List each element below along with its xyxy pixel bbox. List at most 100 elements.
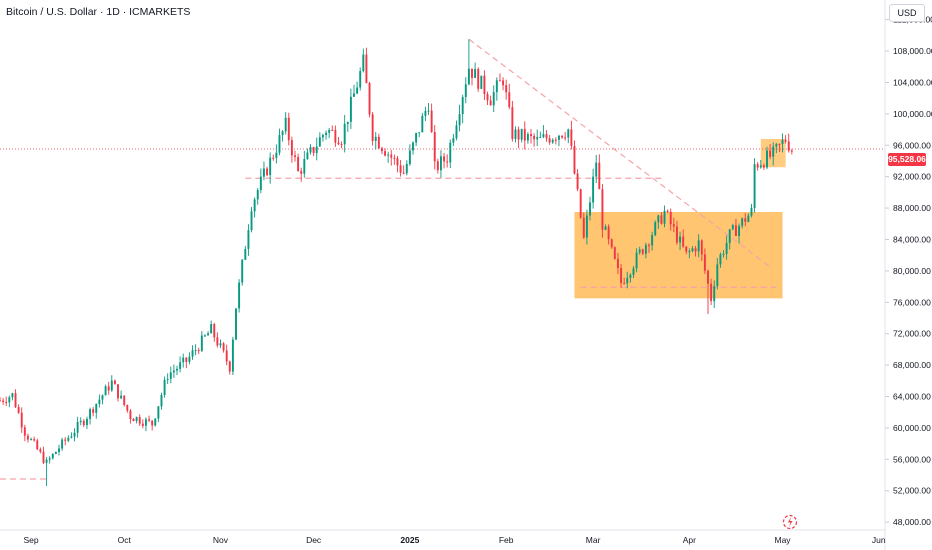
candle-body: [784, 139, 787, 142]
candle-body: [259, 176, 262, 190]
candle-body: [213, 324, 216, 338]
candle-body: [567, 129, 570, 138]
candle-body: [632, 268, 635, 275]
candle-body: [545, 134, 548, 139]
candle-body: [26, 435, 29, 440]
candle-body: [309, 147, 312, 153]
candle-body: [297, 157, 300, 171]
candle-body: [191, 350, 194, 357]
candle-body: [483, 75, 486, 95]
candle-body: [318, 137, 321, 147]
candle-body: [635, 252, 638, 269]
candle-body: [8, 397, 11, 403]
candle-body: [188, 356, 191, 362]
candle-body: [244, 248, 247, 260]
candle-body: [657, 215, 660, 223]
candle-body: [517, 129, 520, 140]
y-tick-label: 108,000.00: [893, 46, 932, 56]
candle-body: [589, 202, 591, 216]
candle-body: [601, 189, 604, 230]
candle-body: [129, 410, 132, 420]
x-tick-label: Oct: [118, 535, 132, 545]
candle-body: [387, 154, 390, 156]
candle-body: [530, 134, 532, 136]
candle-body: [203, 335, 206, 337]
candle-body: [48, 458, 51, 460]
y-tick-label: 80,000.00: [893, 266, 931, 276]
candle-body: [104, 386, 107, 396]
candle-body: [141, 423, 144, 426]
candle-body: [384, 151, 387, 156]
candle-body: [396, 158, 399, 166]
candle-body: [76, 422, 79, 433]
candle-body: [79, 420, 82, 423]
candle-body: [595, 162, 598, 177]
candle-body: [219, 343, 222, 346]
y-tick-label: 48,000.00: [893, 517, 931, 527]
candle-body: [210, 324, 213, 334]
candle-body: [523, 128, 526, 141]
candle-body: [14, 393, 17, 408]
candle-body: [85, 418, 88, 426]
candle-body: [759, 165, 762, 168]
candle-body: [707, 270, 709, 284]
candle-body: [371, 114, 374, 141]
candle-body: [380, 148, 383, 152]
candle-body: [343, 123, 346, 145]
candle-body: [648, 244, 650, 246]
candle-body: [421, 115, 424, 133]
candle-body: [533, 135, 536, 140]
candle-body: [405, 163, 408, 174]
candle-body: [520, 128, 523, 140]
candle-body: [734, 225, 737, 236]
currency-badge[interactable]: USD: [889, 4, 925, 22]
candle-body: [728, 229, 731, 243]
candle-body: [70, 436, 73, 438]
candle-body: [101, 395, 104, 400]
candle-body: [160, 394, 163, 407]
candle-body: [787, 141, 790, 151]
y-tick-label: 60,000.00: [893, 423, 931, 433]
candle-body: [5, 401, 8, 403]
candle-body: [290, 140, 293, 156]
y-tick-label: 72,000.00: [893, 329, 931, 339]
last-price-label: 95,528.06: [888, 153, 926, 166]
candle-body: [182, 357, 185, 363]
candle-body: [750, 207, 753, 216]
tradingview-logo-icon[interactable]: [782, 514, 798, 530]
candle-body: [95, 403, 98, 413]
candle-body: [452, 138, 455, 143]
x-tick-label: Dec: [306, 535, 322, 545]
candle-body: [592, 176, 595, 203]
candle-body: [138, 417, 141, 424]
candle-body: [89, 409, 92, 419]
chart-title: Bitcoin / U.S. Dollar · 1D · ICMARKETS: [6, 6, 191, 18]
candle-body: [17, 407, 20, 413]
candle-body: [539, 137, 542, 139]
candle-body: [197, 350, 200, 352]
candle-body: [284, 117, 287, 132]
candle-body: [415, 133, 418, 143]
candle-body: [98, 399, 101, 404]
x-tick-label: Mar: [586, 535, 601, 545]
candle-body: [731, 225, 734, 230]
candle-body: [756, 164, 759, 168]
candle-body: [390, 154, 393, 158]
candle-body: [287, 117, 290, 141]
candle-body: [573, 145, 576, 174]
y-tick-label: 88,000.00: [893, 203, 931, 213]
candle-body: [489, 100, 492, 106]
candle-body: [312, 147, 315, 153]
candle-body: [185, 357, 188, 362]
x-tick-label: Sep: [23, 535, 38, 545]
candle-body: [604, 226, 607, 230]
candle-body: [508, 92, 511, 108]
candle-body: [471, 68, 473, 78]
candle-body: [148, 419, 151, 421]
candle-body: [548, 138, 551, 143]
candle-body: [281, 131, 284, 136]
candle-body: [294, 155, 296, 158]
candle-body: [666, 210, 669, 212]
candle-body: [359, 71, 362, 88]
